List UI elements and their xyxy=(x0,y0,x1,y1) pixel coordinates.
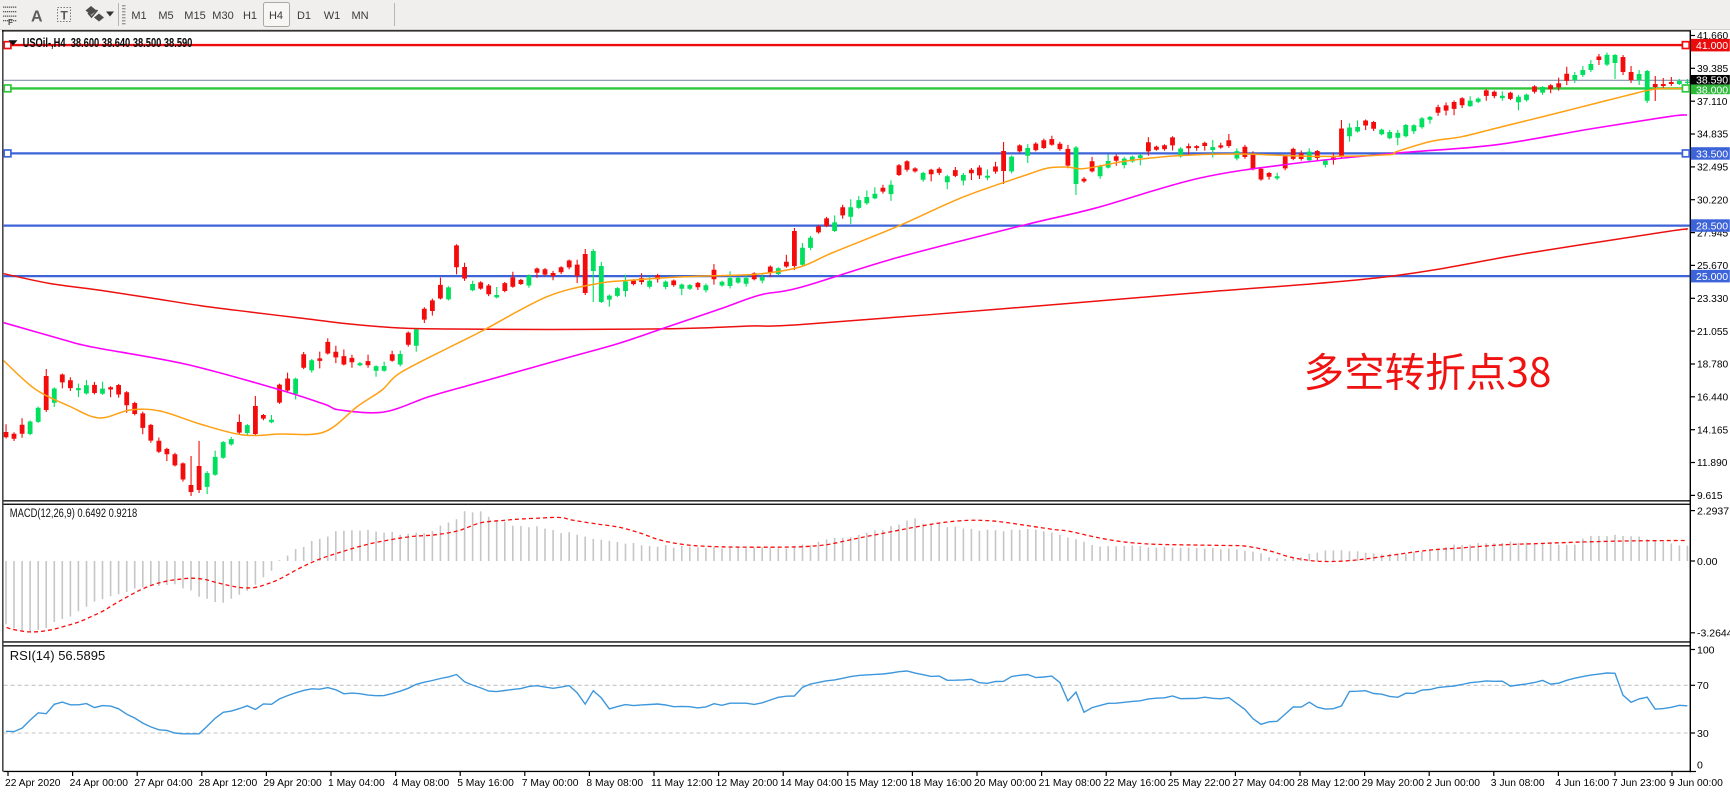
svg-text:F: F xyxy=(8,18,13,27)
svg-text:33.500: 33.500 xyxy=(1696,148,1728,160)
svg-text:W1: W1 xyxy=(324,10,341,22)
svg-text:27.945: 27.945 xyxy=(1697,228,1728,239)
svg-text:41.000: 41.000 xyxy=(1696,40,1728,52)
svg-text:9.615: 9.615 xyxy=(1697,491,1723,502)
svg-text:22 Apr 2020: 22 Apr 2020 xyxy=(5,778,61,789)
svg-text:T: T xyxy=(61,9,69,23)
svg-text:38.590: 38.590 xyxy=(1696,75,1728,87)
svg-text:18 May 16:00: 18 May 16:00 xyxy=(909,778,972,789)
svg-text:USOil-,H4 38.600 38.640 38.50: USOil-,H4 38.600 38.640 38.500 38.590 xyxy=(23,36,193,50)
svg-text:7 Jun 23:00: 7 Jun 23:00 xyxy=(1612,778,1666,789)
svg-text:16.440: 16.440 xyxy=(1697,393,1728,404)
svg-text:20 May 00:00: 20 May 00:00 xyxy=(974,778,1037,789)
svg-text:12 May 20:00: 12 May 20:00 xyxy=(716,778,779,789)
svg-text:H4: H4 xyxy=(269,10,283,22)
svg-text:0: 0 xyxy=(1697,760,1703,772)
svg-text:27 Apr 04:00: 27 Apr 04:00 xyxy=(134,778,193,789)
svg-text:15 May 12:00: 15 May 12:00 xyxy=(845,778,908,789)
svg-text:RSI(14) 56.5895: RSI(14) 56.5895 xyxy=(10,648,105,663)
svg-text:21 May 08:00: 21 May 08:00 xyxy=(1039,778,1102,789)
svg-text:25 May 22:00: 25 May 22:00 xyxy=(1168,778,1231,789)
svg-text:4 May 08:00: 4 May 08:00 xyxy=(393,778,450,789)
svg-text:18.780: 18.780 xyxy=(1697,360,1728,371)
svg-text:7 May 00:00: 7 May 00:00 xyxy=(522,778,579,789)
svg-text:0.00: 0.00 xyxy=(1697,556,1718,568)
svg-text:D1: D1 xyxy=(297,10,311,22)
svg-text:41.660: 41.660 xyxy=(1697,31,1728,42)
svg-text:MACD(12,26,9) 0.6492 0.9218: MACD(12,26,9) 0.6492 0.9218 xyxy=(10,507,137,520)
svg-text:23.330: 23.330 xyxy=(1697,294,1728,305)
svg-text:25.000: 25.000 xyxy=(1696,271,1728,283)
svg-text:1 May 04:00: 1 May 04:00 xyxy=(328,778,385,789)
svg-text:100: 100 xyxy=(1697,644,1715,656)
svg-text:M30: M30 xyxy=(212,10,233,22)
svg-text:MN: MN xyxy=(351,10,368,22)
svg-text:27 May 04:00: 27 May 04:00 xyxy=(1232,778,1295,789)
svg-text:5 May 16:00: 5 May 16:00 xyxy=(457,778,514,789)
svg-text:32.495: 32.495 xyxy=(1697,163,1728,174)
svg-text:M15: M15 xyxy=(184,10,205,22)
svg-text:A: A xyxy=(31,9,43,26)
svg-text:H1: H1 xyxy=(243,10,257,22)
svg-text:9 Jun 00:00: 9 Jun 00:00 xyxy=(1669,778,1723,789)
svg-text:8 May 08:00: 8 May 08:00 xyxy=(586,778,643,789)
svg-text:70: 70 xyxy=(1697,680,1709,692)
svg-text:37.110: 37.110 xyxy=(1697,97,1728,108)
svg-text:3 Jun 08:00: 3 Jun 08:00 xyxy=(1491,778,1545,789)
svg-text:14.165: 14.165 xyxy=(1697,425,1728,436)
svg-text:M5: M5 xyxy=(158,10,173,22)
svg-text:28 Apr 12:00: 28 Apr 12:00 xyxy=(199,778,258,789)
svg-text:14 May 04:00: 14 May 04:00 xyxy=(780,778,843,789)
svg-text:21.055: 21.055 xyxy=(1697,327,1728,338)
svg-text:29 May 20:00: 29 May 20:00 xyxy=(1362,778,1425,789)
svg-text:22 May 16:00: 22 May 16:00 xyxy=(1103,778,1166,789)
svg-text:-3.2644: -3.2644 xyxy=(1697,628,1730,640)
svg-text:24 Apr 00:00: 24 Apr 00:00 xyxy=(70,778,129,789)
svg-text:29 Apr 20:00: 29 Apr 20:00 xyxy=(263,778,322,789)
svg-text:25.670: 25.670 xyxy=(1697,261,1728,272)
svg-text:28.500: 28.500 xyxy=(1696,221,1728,233)
svg-text:28 May 12:00: 28 May 12:00 xyxy=(1297,778,1360,789)
svg-text:30.220: 30.220 xyxy=(1697,195,1728,206)
svg-text:34.835: 34.835 xyxy=(1697,130,1728,141)
svg-text:4 Jun 16:00: 4 Jun 16:00 xyxy=(1555,778,1609,789)
svg-text:11.890: 11.890 xyxy=(1697,458,1728,469)
svg-text:38.000: 38.000 xyxy=(1696,84,1728,96)
svg-text:2 Jun 00:00: 2 Jun 00:00 xyxy=(1426,778,1480,789)
svg-text:M1: M1 xyxy=(131,10,146,22)
svg-text:39.385: 39.385 xyxy=(1697,64,1728,75)
svg-text:30: 30 xyxy=(1697,728,1709,740)
svg-text:11 May 12:00: 11 May 12:00 xyxy=(651,778,713,789)
svg-text:2.2937: 2.2937 xyxy=(1697,505,1729,517)
